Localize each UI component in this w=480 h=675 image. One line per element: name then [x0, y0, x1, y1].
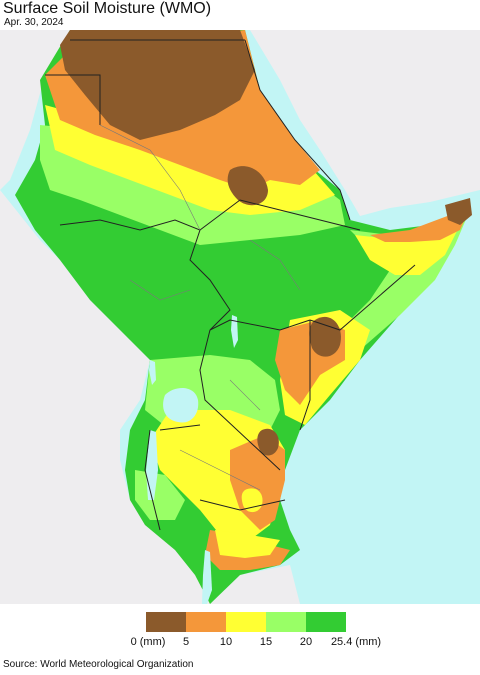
legend-tick-3: 15 — [260, 636, 272, 648]
legend-tick-1: 5 — [183, 636, 189, 648]
map-date: Apr. 30, 2024 — [4, 17, 64, 28]
zone-brown-kenya — [309, 316, 341, 357]
zone-orange-horn — [370, 208, 470, 242]
southern-land — [210, 565, 300, 604]
legend-tick-4: 20 — [300, 636, 312, 648]
zone-brown-tanzania — [257, 428, 279, 456]
legend-swatch — [146, 612, 186, 632]
legend-tick-2: 10 — [220, 636, 232, 648]
legend-unit-start: 0 (mm) — [131, 636, 166, 648]
soil-moisture-map — [0, 30, 480, 604]
legend-swatch — [306, 612, 346, 632]
legend-swatch — [186, 612, 226, 632]
admin-borders — [99, 124, 301, 491]
lake-victoria — [163, 388, 199, 423]
central-africa-land — [0, 190, 210, 604]
zone-brown-ethiopia-north — [227, 166, 268, 206]
west-land — [0, 30, 70, 190]
zone-brown-north — [60, 30, 255, 140]
zone-yellow-south — [215, 530, 280, 558]
map-title: Surface Soil Moisture (WMO) — [3, 0, 212, 17]
arabian-peninsula — [250, 30, 480, 216]
lake-malawi — [202, 550, 212, 604]
lake-tanganyika — [146, 430, 158, 500]
legend-swatch — [266, 612, 306, 632]
legend-unit-end: 25.4 (mm) — [331, 636, 381, 648]
lake-albert — [149, 360, 156, 385]
legend-swatch — [226, 612, 266, 632]
legend-swatches — [146, 612, 346, 632]
zone-brown-horn — [445, 198, 472, 225]
map-source: Source: World Meteorological Organizatio… — [3, 659, 194, 670]
legend: 0 (mm) 5 10 15 20 25.4 (mm) — [131, 612, 381, 648]
lake-turkana — [231, 315, 238, 348]
